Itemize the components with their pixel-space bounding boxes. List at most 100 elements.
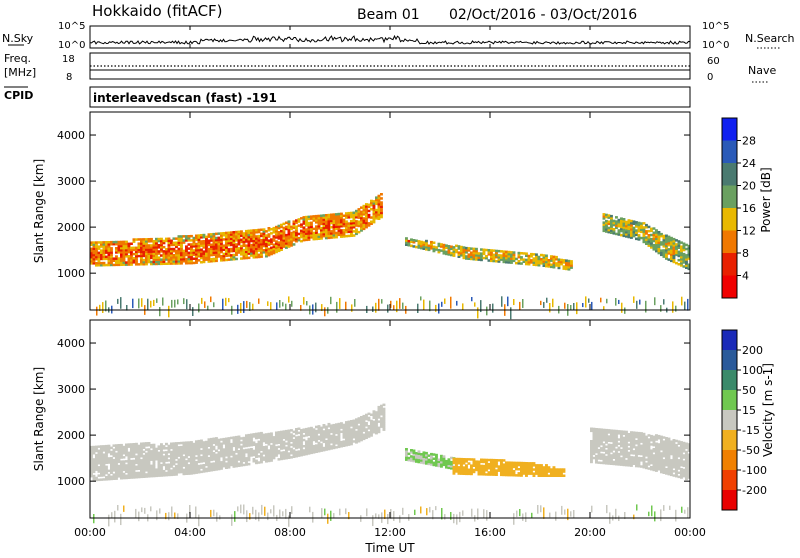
power-cell [375, 202, 378, 206]
velocity-cell [642, 434, 646, 438]
power-cell [227, 231, 231, 234]
velocity-colorbar-segment [722, 470, 737, 491]
velocity-cell [645, 464, 648, 468]
power-cell [277, 224, 281, 228]
velocity-cell [255, 459, 258, 463]
velocity-cell [680, 461, 683, 465]
velocity-cell [272, 440, 276, 443]
velocity-cell [287, 452, 291, 455]
velocity-cell [657, 443, 661, 446]
power-cell [115, 259, 118, 262]
velocity-cell [562, 468, 566, 471]
velocity-cell [465, 458, 468, 461]
velocity-cell [115, 469, 118, 472]
velocity-cell [115, 471, 118, 474]
power-cell [415, 239, 418, 242]
velocity-cell [222, 452, 226, 455]
power-cell [330, 213, 333, 216]
power-cell [300, 231, 303, 235]
velocity-cell [355, 439, 358, 442]
velocity-cell [240, 437, 243, 440]
velocity-cell [260, 440, 263, 443]
power-cell [560, 258, 563, 262]
power-cell [110, 243, 113, 246]
power-cell [185, 249, 188, 253]
velocity-cell [600, 442, 603, 446]
velocity-cell [590, 452, 593, 455]
velocity-cell [602, 459, 606, 463]
power-cell [375, 302, 377, 313]
velocity-cell [147, 462, 151, 466]
velocity-cell [442, 457, 446, 460]
velocity-cell [342, 425, 346, 429]
power-cell [510, 257, 513, 260]
power-cell [147, 238, 151, 241]
velocity-cell [212, 452, 216, 455]
power-cell [272, 229, 276, 232]
velocity-cell [255, 436, 258, 440]
velocity-cell [537, 468, 541, 471]
velocity-cell [531, 512, 533, 518]
power-cell [615, 226, 618, 229]
velocity-cell [192, 444, 196, 448]
power-cell [542, 264, 546, 267]
power-cell [162, 258, 166, 261]
velocity-cell [377, 420, 381, 423]
velocity-cell [90, 462, 93, 465]
velocity-cell [510, 473, 513, 477]
velocity-cell [295, 428, 298, 431]
velocity-cell [372, 412, 376, 415]
velocity-cell [655, 465, 658, 468]
power-cell [547, 263, 551, 266]
power-cell [620, 221, 623, 224]
velocity-cell [345, 435, 348, 439]
power-cell [230, 235, 233, 238]
velocity-cell [280, 437, 283, 440]
power-cell [187, 247, 191, 250]
velocity-cell [117, 450, 121, 453]
power-cell [362, 227, 366, 231]
velocity-cell [135, 476, 138, 479]
power-cell [682, 265, 686, 268]
velocity-cell [665, 445, 668, 448]
power-cell [357, 208, 361, 211]
velocity-cell [215, 464, 218, 467]
velocity-cell [270, 440, 273, 444]
velocity-cell [460, 464, 463, 467]
power-cell [255, 249, 258, 253]
velocity-cell [252, 435, 256, 438]
velocity-cell [660, 462, 663, 465]
velocity-cell [322, 434, 326, 437]
velocity-cell [202, 468, 206, 471]
velocity-cell [595, 436, 598, 439]
velocity-cell [615, 442, 618, 445]
velocity-cell [97, 466, 101, 469]
velocity-cell [360, 416, 363, 419]
velocity-cell [672, 439, 676, 442]
power-cell [670, 240, 673, 244]
velocity-cell [140, 452, 143, 456]
velocity-cell [295, 446, 298, 450]
power-cell [662, 253, 666, 256]
power-cell [287, 239, 291, 242]
power-cell [222, 258, 226, 262]
power-cell [375, 200, 378, 203]
power-cell [260, 249, 263, 252]
power-cell [622, 218, 626, 221]
power-cell [335, 223, 338, 226]
power-cell [170, 256, 173, 259]
velocity-cell [292, 449, 296, 452]
velocity-cell [652, 456, 656, 459]
velocity-cell [605, 433, 608, 436]
velocity-cell [630, 462, 633, 465]
velocity-cell [471, 508, 473, 517]
power-cell [240, 303, 242, 313]
power-cell [305, 224, 308, 227]
velocity-cell [402, 507, 404, 515]
power-cell [365, 223, 368, 227]
power-cell [624, 307, 626, 314]
velocity-cell [625, 432, 628, 436]
power-cell [165, 252, 168, 255]
velocity-cell [127, 468, 131, 471]
power-cell [687, 249, 691, 252]
